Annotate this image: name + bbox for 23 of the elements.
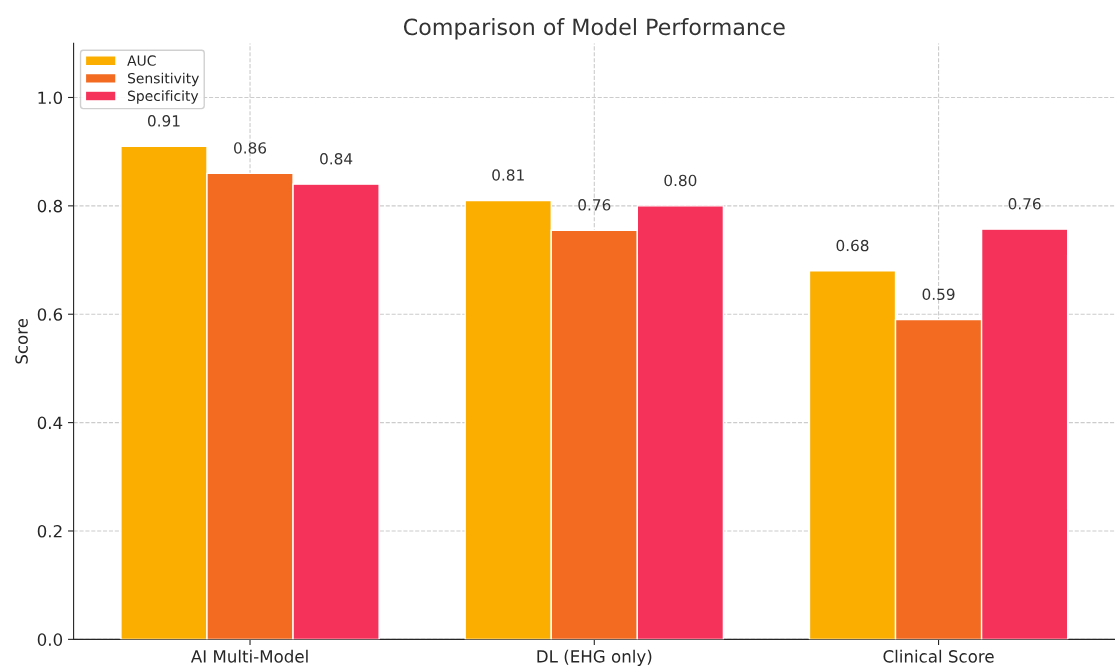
y-tick-label: 1.0: [38, 91, 63, 105]
chart-title: Comparison of Model Performance: [403, 18, 785, 40]
data-label: 0.80: [664, 174, 697, 187]
y-tick-label: 0.6: [37, 308, 63, 321]
data-label: 0.59: [922, 288, 955, 301]
x-tick-label: AI Multi-Model: [190, 649, 308, 663]
y-tick-label: 0.0: [37, 633, 63, 646]
data-label: 0.91: [147, 115, 180, 127]
data-label: 0.76: [578, 199, 611, 211]
data-label: 0.84: [320, 153, 353, 165]
y-axis-title: Score: [15, 318, 28, 364]
legend-label: Specificity: [127, 90, 199, 104]
x-tick-label: Clinical Score: [883, 649, 994, 663]
legend-label: AUC: [127, 55, 156, 66]
x-tick-label: DL (EHG only): [537, 649, 652, 666]
data-label: 0.86: [234, 142, 267, 154]
data-label: 0.76: [1008, 197, 1041, 210]
legend-label: Sensitivity: [127, 72, 199, 87]
y-tick-label: 0.8: [37, 199, 63, 213]
data-label: 0.81: [492, 169, 524, 181]
data-label: 0.68: [836, 239, 869, 252]
y-tick-label: 0.4: [37, 416, 63, 430]
y-tick-label: 0.2: [37, 524, 62, 538]
